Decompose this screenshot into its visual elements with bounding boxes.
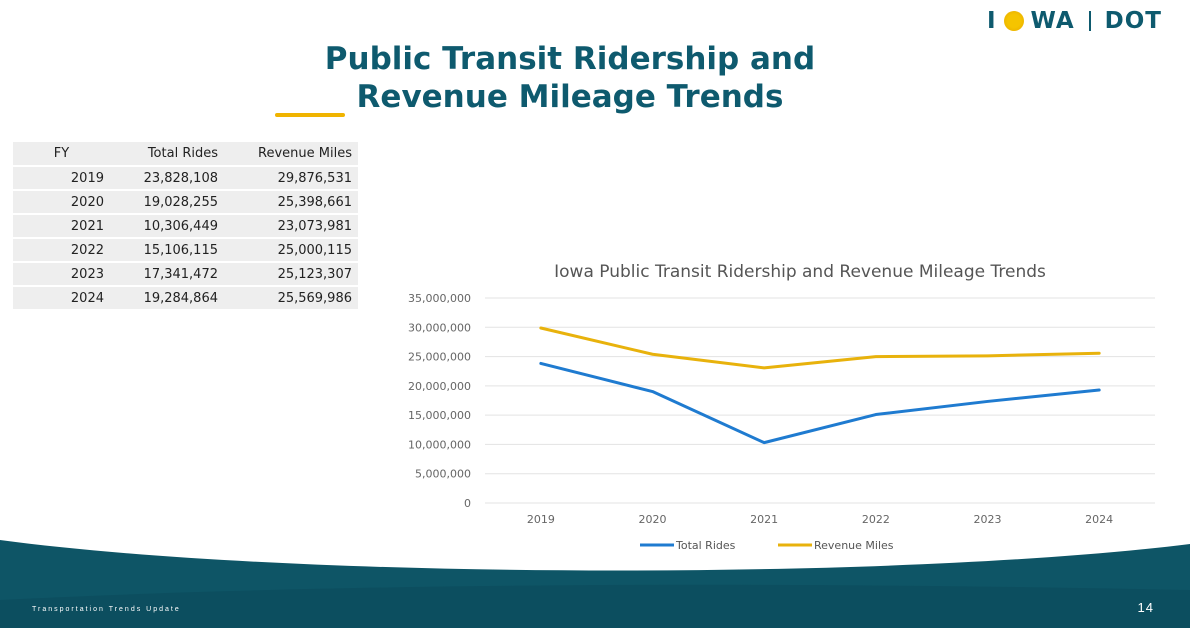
sun-icon <box>1003 11 1024 31</box>
title-underline <box>275 113 345 117</box>
table-row: 2024 19,284,864 25,569,986 <box>13 287 358 309</box>
series-line-revenue-miles <box>539 326 1101 370</box>
ridership-table: FY Total Rides Revenue Miles 2019 23,828… <box>13 140 358 311</box>
chart-title: Iowa Public Transit Ridership and Revenu… <box>554 262 1046 282</box>
table-row: 2023 17,341,472 25,123,307 <box>13 263 358 285</box>
cell-total-rides: 19,284,864 <box>110 287 224 309</box>
page-title: Public Transit Ridership and Revenue Mil… <box>240 40 900 116</box>
cell-total-rides: 15,106,115 <box>110 239 224 261</box>
table-header-row: FY Total Rides Revenue Miles <box>13 142 358 165</box>
y-tick-label: 35,000,000 <box>408 292 471 305</box>
x-tick-label: 2023 <box>974 513 1002 526</box>
cell-fy: 2023 <box>13 263 110 285</box>
y-tick-label: 25,000,000 <box>408 351 471 364</box>
footer-band <box>0 540 1190 628</box>
table-row: 2019 23,828,108 29,876,531 <box>13 167 358 189</box>
cell-revenue-miles: 25,123,307 <box>224 263 358 285</box>
legend-label: Total Rides <box>675 539 736 552</box>
cell-revenue-miles: 25,398,661 <box>224 191 358 213</box>
y-tick-label: 0 <box>464 497 471 510</box>
x-tick-label: 2021 <box>750 513 778 526</box>
x-tick-label: 2024 <box>1085 513 1113 526</box>
cell-revenue-miles: 23,073,981 <box>224 215 358 237</box>
ridership-line-chart: Iowa Public Transit Ridership and Revenu… <box>408 262 1155 552</box>
cell-fy: 2022 <box>13 239 110 261</box>
y-tick-label: 20,000,000 <box>408 380 471 393</box>
table-row: 2021 10,306,449 23,073,981 <box>13 215 358 237</box>
logo-divider <box>1088 11 1091 31</box>
cell-fy: 2020 <box>13 191 110 213</box>
page-number: 14 <box>1137 600 1154 615</box>
title-line-2: Revenue Mileage Trends <box>356 79 784 115</box>
y-tick-label: 15,000,000 <box>408 409 471 422</box>
header-total-rides: Total Rides <box>110 142 224 165</box>
cell-total-rides: 23,828,108 <box>110 167 224 189</box>
logo-text-right: DOT <box>1104 8 1162 34</box>
cell-fy: 2021 <box>13 215 110 237</box>
cell-total-rides: 17,341,472 <box>110 263 224 285</box>
y-tick-label: 10,000,000 <box>408 438 471 451</box>
title-line-1: Public Transit Ridership and <box>324 41 816 77</box>
cell-revenue-miles: 29,876,531 <box>224 167 358 189</box>
y-tick-label: 5,000,000 <box>415 468 471 481</box>
cell-fy: 2019 <box>13 167 110 189</box>
x-tick-label: 2022 <box>862 513 890 526</box>
logo-text-mid: WA <box>1030 8 1075 34</box>
cell-total-rides: 10,306,449 <box>110 215 224 237</box>
header-fy: FY <box>13 142 110 165</box>
table-row: 2020 19,028,255 25,398,661 <box>13 191 358 213</box>
cell-revenue-miles: 25,000,115 <box>224 239 358 261</box>
iowa-dot-logo: I WA DOT <box>987 8 1162 34</box>
cell-fy: 2024 <box>13 287 110 309</box>
y-tick-label: 30,000,000 <box>408 321 471 334</box>
cell-revenue-miles: 25,569,986 <box>224 287 358 309</box>
logo-text-left: I <box>986 8 997 34</box>
table-row: 2022 15,106,115 25,000,115 <box>13 239 358 261</box>
x-tick-label: 2020 <box>639 513 667 526</box>
header-revenue-miles: Revenue Miles <box>224 142 358 165</box>
cell-total-rides: 19,028,255 <box>110 191 224 213</box>
legend-label: Revenue Miles <box>814 539 894 552</box>
series-line-total-rides <box>539 361 1101 445</box>
x-tick-label: 2019 <box>527 513 555 526</box>
footer-text: Transportation Trends Update <box>32 606 181 613</box>
